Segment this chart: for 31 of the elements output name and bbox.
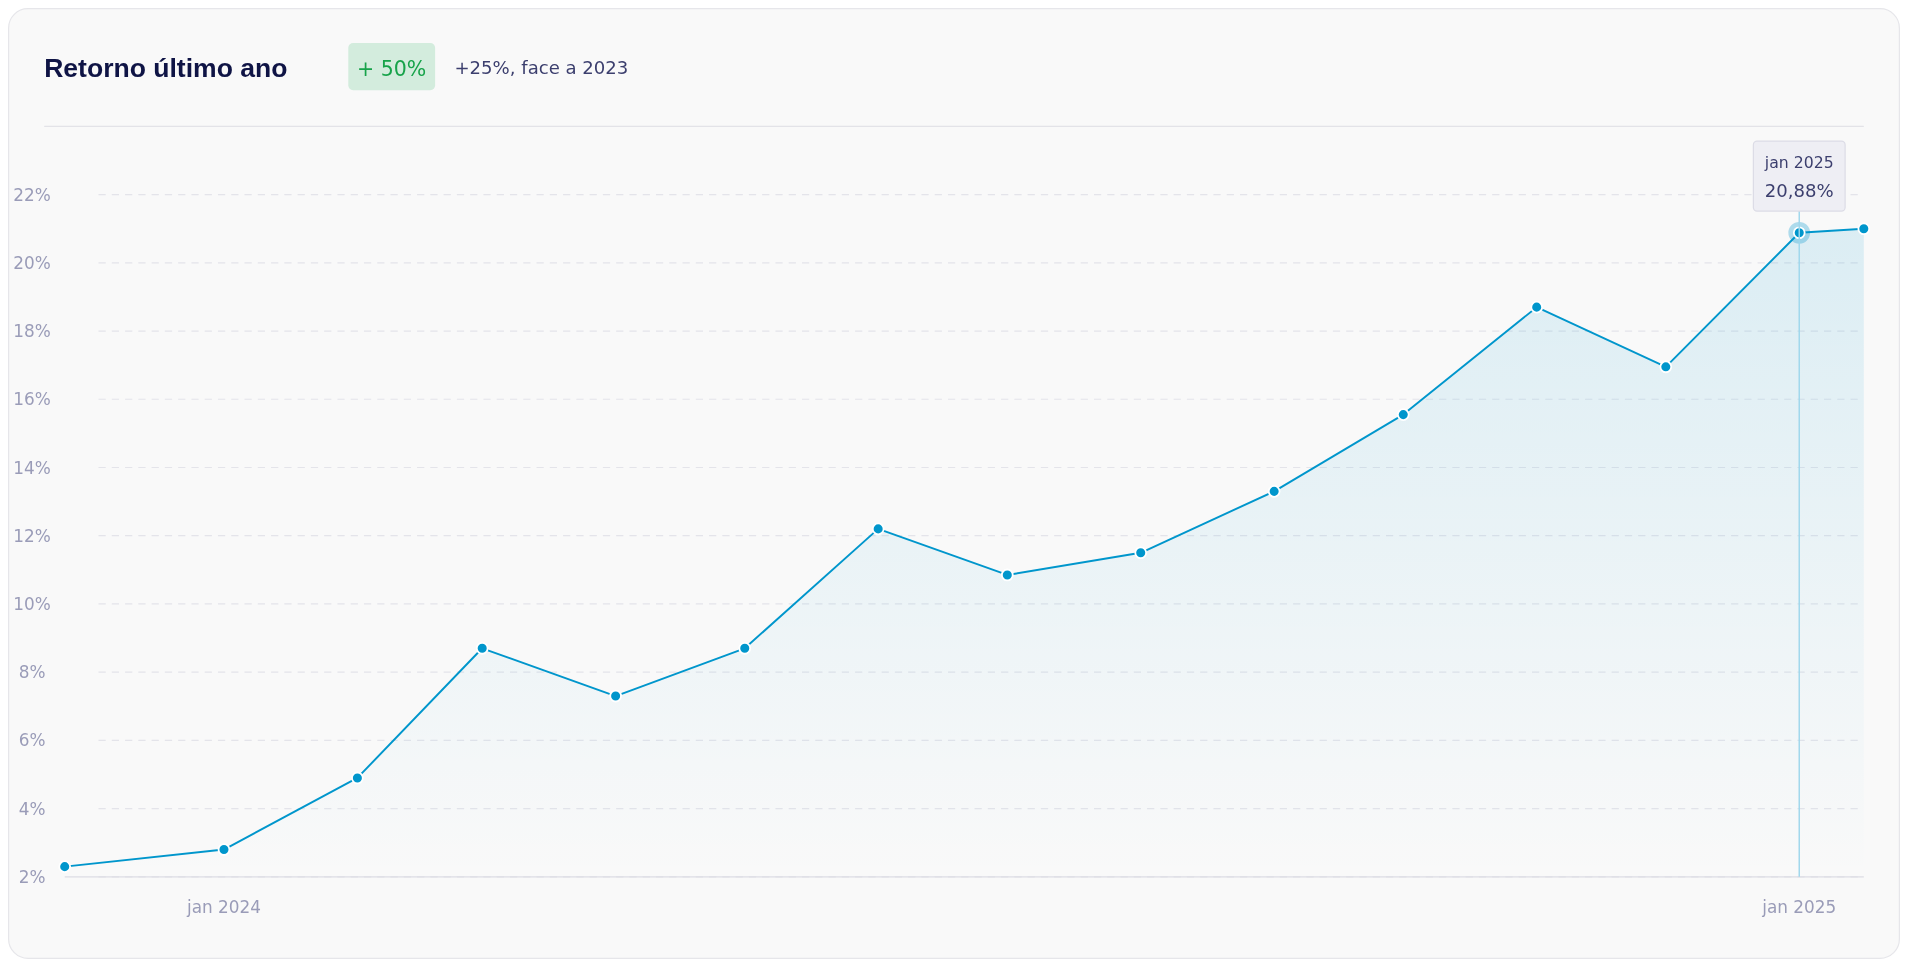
point — [1396, 408, 1410, 421]
x-tick-label: jan 2024 — [185, 897, 261, 918]
point — [217, 843, 231, 856]
y-tick-label: 14% — [13, 457, 51, 478]
point — [1530, 300, 1544, 314]
chart-title: Retorno último ano — [44, 52, 288, 83]
y-tick-label: 16% — [13, 389, 51, 410]
y-tick-label: 20% — [13, 252, 51, 273]
point — [1134, 546, 1148, 560]
annotation: jan 2025 — [1763, 152, 1834, 172]
point — [351, 771, 364, 785]
point — [871, 522, 885, 536]
point — [609, 689, 622, 703]
y-tick-label: 4% — [18, 798, 46, 819]
y-tick-label: 6% — [18, 730, 46, 751]
chart-subtitle: +25%, face a 2023 — [454, 57, 629, 79]
y-tick-label: 2% — [18, 866, 46, 887]
point — [58, 860, 72, 873]
y-tick-label: 12% — [13, 525, 51, 546]
text: + 50% — [357, 56, 427, 81]
annotation: 20,88% — [1764, 179, 1834, 201]
point — [1267, 485, 1281, 498]
point — [1659, 360, 1673, 374]
y-tick-label: 18% — [13, 321, 51, 342]
y-tick-label: 8% — [18, 662, 46, 683]
point — [1000, 568, 1014, 582]
y-tick-label: 22% — [13, 184, 51, 205]
point — [738, 641, 752, 655]
point — [475, 641, 489, 655]
y-tick-label: 10% — [13, 593, 51, 614]
point — [1857, 222, 1871, 236]
